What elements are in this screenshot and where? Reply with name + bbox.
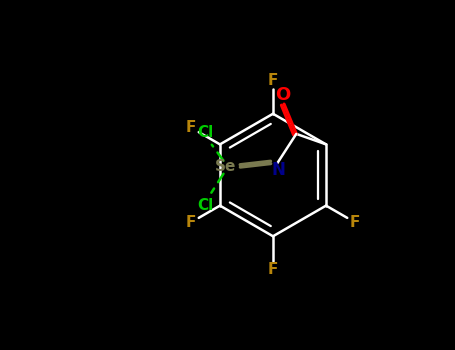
Text: N: N (272, 161, 286, 179)
Text: F: F (186, 120, 197, 135)
Text: Cl: Cl (197, 198, 213, 213)
Text: Se: Se (215, 159, 236, 174)
Text: F: F (186, 215, 197, 230)
Text: Cl: Cl (197, 125, 213, 140)
Text: F: F (268, 73, 278, 88)
Text: O: O (275, 86, 290, 104)
Text: F: F (349, 215, 360, 230)
Text: F: F (268, 262, 278, 277)
